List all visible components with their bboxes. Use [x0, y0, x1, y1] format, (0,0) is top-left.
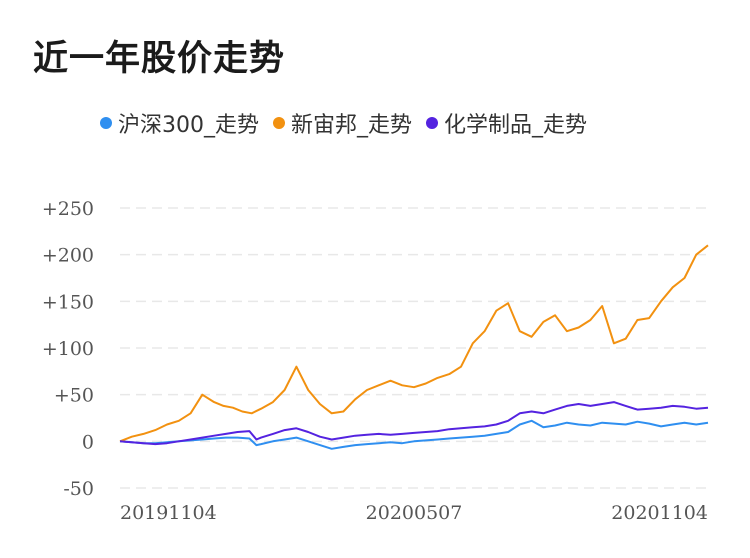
y-tick-label: 0: [82, 431, 94, 453]
grid-lines: [120, 207, 708, 489]
legend-item-xinzhoubang[interactable]: 新宙邦_走势: [273, 107, 412, 139]
y-tick-label: -50: [63, 478, 94, 500]
legend-label-chemicals: 化学制品_走势: [444, 113, 588, 138]
y-axis: +250 +200 +150 +100 +50 0 -50: [42, 198, 94, 500]
y-tick-label: +200: [42, 245, 94, 267]
legend-dot-chemicals-icon: [426, 117, 439, 129]
series-line-0: [119, 419, 709, 450]
y-tick-label: +150: [42, 291, 94, 313]
chart-legend: 沪深300_走势 新宙邦_走势 化学制品_走势: [100, 108, 601, 138]
x-axis: 20191104 20200507 20201104: [120, 502, 708, 524]
series-line-2: [119, 401, 709, 446]
legend-dot-xinzhoubang-icon: [273, 117, 285, 129]
legend-item-chemicals[interactable]: 化学制品_走势: [426, 107, 587, 139]
chart-title: 近一年股价走势: [33, 39, 286, 79]
x-tick-label: 20191104: [120, 502, 217, 524]
legend-label-hs300: 沪深300_走势: [118, 113, 259, 138]
series-line-1: [119, 244, 709, 443]
legend-item-hs300[interactable]: 沪深300_走势: [100, 107, 259, 139]
y-tick-label: +50: [54, 385, 94, 407]
y-tick-label: +250: [42, 198, 94, 220]
y-tick-label: +100: [42, 338, 94, 360]
x-tick-label: 20201104: [611, 502, 708, 524]
legend-label-xinzhoubang: 新宙邦_走势: [291, 113, 413, 138]
legend-dot-hs300-icon: [100, 117, 112, 129]
x-tick-label: 20200507: [366, 502, 463, 524]
series-lines: [119, 244, 709, 450]
